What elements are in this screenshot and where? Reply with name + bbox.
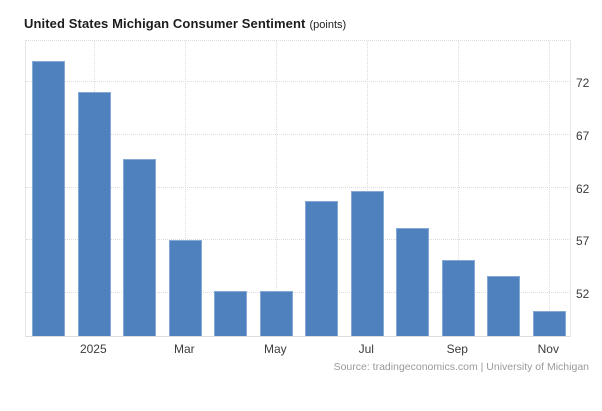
x-tick-label-2025: 2025	[79, 342, 107, 356]
bar-jul-2025[interactable]	[350, 190, 384, 336]
gridline-x-may	[276, 41, 278, 336]
bar-may-2025[interactable]	[259, 290, 293, 336]
chart-units-label: (points)	[309, 19, 347, 31]
bar-oct-2025[interactable]	[487, 276, 521, 336]
bar-mar-2025[interactable]	[168, 240, 202, 336]
gridline-x-sep	[458, 41, 460, 336]
bar-jun-2025[interactable]	[305, 201, 339, 336]
gridline-x-mar	[185, 41, 187, 336]
gridline-y-62	[26, 186, 570, 188]
bar-dec-2024[interactable]	[32, 61, 66, 336]
bar-apr-2025[interactable]	[214, 290, 248, 336]
gridline-y-57	[26, 239, 570, 241]
gridline-x-jul	[367, 41, 369, 336]
bar-nov-2025[interactable]	[532, 310, 566, 336]
x-tick-label-sep: Sep	[446, 342, 468, 356]
gridline-y-67	[26, 133, 570, 135]
chart-title: United States Michigan Consumer Sentimen…	[24, 16, 306, 31]
x-tick-label-jul: Jul	[358, 342, 374, 356]
bar-feb-2025[interactable]	[123, 159, 157, 336]
chart-title-row: United States Michigan Consumer Sentimen…	[24, 15, 346, 33]
y-tick-label-52: 52	[576, 286, 590, 301]
gridline-y-52	[26, 291, 570, 293]
x-tick-label-may: May	[263, 342, 287, 356]
x-tick-label-mar: Mar	[173, 342, 195, 356]
bar-sep-2025[interactable]	[441, 260, 475, 336]
bar-jan-2025[interactable]	[77, 91, 111, 336]
y-tick-label-72: 72	[576, 76, 590, 91]
y-tick-label-57: 57	[576, 234, 590, 249]
y-tick-label-62: 62	[576, 181, 590, 196]
plot-area	[25, 40, 571, 337]
bar-aug-2025[interactable]	[396, 227, 430, 336]
x-tick-label-nov: Nov	[537, 342, 559, 356]
gridline-x-nov	[549, 41, 551, 336]
gridline-y-72	[26, 81, 570, 83]
source-attribution: Source: tradingeconomics.com | Universit…	[333, 361, 589, 373]
y-tick-label-67: 67	[576, 128, 590, 143]
